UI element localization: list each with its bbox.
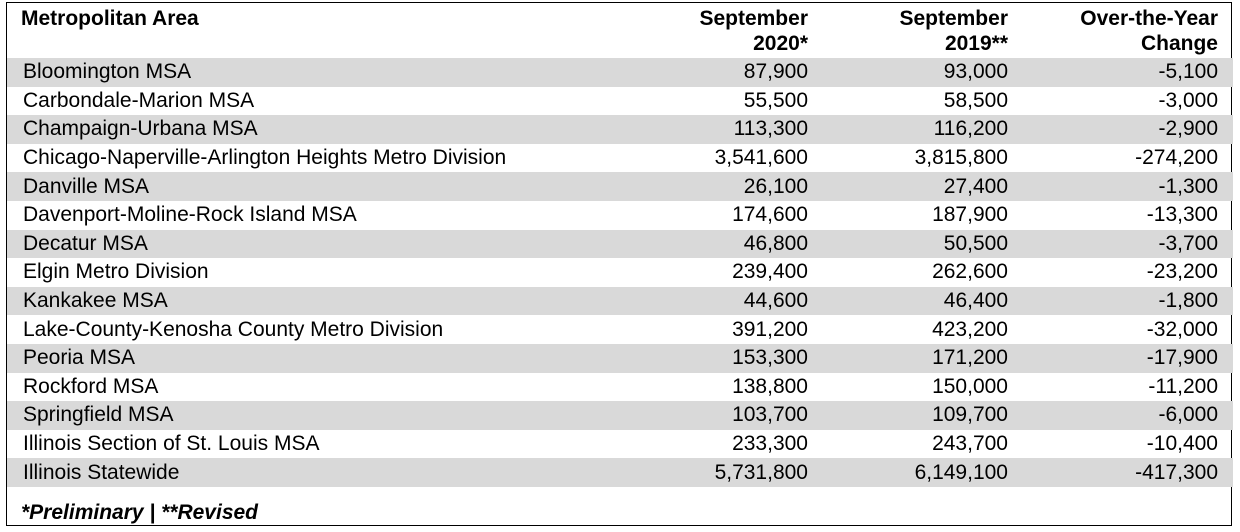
cell-change: -23,200 <box>1146 260 1218 284</box>
table-row: Illinois Statewide 5,731,800 6,149,100 -… <box>7 458 1233 487</box>
cell-area: Bloomington MSA <box>7 58 623 87</box>
cell-sep2020: 46,800 <box>623 229 823 259</box>
cell-sep2019: 58,500 <box>943 88 1008 112</box>
cell-sep2020: 239,400 <box>732 260 808 284</box>
cell-sep2019: 50,500 <box>823 229 1023 259</box>
cell-change: -1,800 <box>1023 286 1233 316</box>
header-sep2020-line1: September <box>699 7 808 30</box>
cell-sep2020: 174,600 <box>732 203 808 227</box>
header-sep2020-line2: 2020* <box>753 32 808 55</box>
cell-sep2019: 46,400 <box>823 286 1023 316</box>
header-row: Metropolitan Area September 2020* Septem… <box>7 3 1233 58</box>
header-september-2019: September 2019** <box>823 3 1023 58</box>
cell-area: Carbondale-Marion MSA <box>23 88 255 112</box>
cell-sep2019: 423,200 <box>932 317 1008 341</box>
cell-sep2019: 187,900 <box>932 203 1008 227</box>
table-row: Rockford MSA 138,800 150,000 -11,200 <box>7 373 1233 402</box>
cell-change: -17,900 <box>1023 343 1233 373</box>
cell-area: Elgin Metro Division <box>23 260 209 284</box>
table-row: Springfield MSA 103,700 109,700 -6,000 <box>7 401 1233 430</box>
cell-sep2020: 55,500 <box>743 88 808 112</box>
cell-sep2020: 391,200 <box>732 317 808 341</box>
table-row: Danville MSA 26,100 27,400 -1,300 <box>7 172 1233 201</box>
table-row: Kankakee MSA 44,600 46,400 -1,800 <box>7 286 1233 316</box>
cell-change: -32,000 <box>1146 317 1218 341</box>
cell-change: -274,200 <box>1135 146 1218 170</box>
cell-area: Rockford MSA <box>23 374 159 398</box>
table-row: Bloomington MSA 87,900 93,000 -5,100 <box>7 58 1233 87</box>
cell-sep2020: 233,300 <box>732 432 808 456</box>
footnote: *Preliminary | **Revised <box>21 501 258 524</box>
cell-change: -6,000 <box>1023 401 1233 430</box>
header-over-the-year-change: Over-the-Year Change <box>1023 3 1233 58</box>
table-row: Davenport-Moline-Rock Island MSA 174,600… <box>7 201 1233 230</box>
cell-area: Danville MSA <box>7 172 623 201</box>
table-row: Peoria MSA 153,300 171,200 -17,900 <box>7 343 1233 373</box>
data-table-frame: Metropolitan Area September 2020* Septem… <box>6 2 1233 526</box>
cell-area: Decatur MSA <box>7 229 623 259</box>
cell-sep2019: 27,400 <box>823 172 1023 201</box>
table-body: Bloomington MSA 87,900 93,000 -5,100 Car… <box>7 58 1233 487</box>
cell-sep2019: 109,700 <box>823 401 1023 430</box>
header-sep2019-line1: September <box>899 7 1008 30</box>
cell-sep2020: 138,800 <box>732 374 808 398</box>
cell-sep2020: 153,300 <box>623 343 823 373</box>
cell-sep2020: 3,541,600 <box>714 146 808 170</box>
cell-sep2020: 26,100 <box>623 172 823 201</box>
cell-change: -5,100 <box>1023 58 1233 87</box>
cell-sep2019: 243,700 <box>932 432 1008 456</box>
cell-change: -2,900 <box>1023 115 1233 144</box>
header-area-label: Metropolitan Area <box>21 7 199 30</box>
header-change-line2: Change <box>1140 32 1218 55</box>
cell-sep2019: 262,600 <box>932 260 1008 284</box>
employment-table: Metropolitan Area September 2020* Septem… <box>7 3 1233 487</box>
cell-area: Chicago-Naperville-Arlington Heights Met… <box>23 146 507 170</box>
cell-sep2019: 6,149,100 <box>823 458 1023 487</box>
cell-change: -3,700 <box>1023 229 1233 259</box>
cell-area: Champaign-Urbana MSA <box>7 115 623 144</box>
cell-area: Lake-County-Kenosha County Metro Divisio… <box>23 317 444 341</box>
cell-sep2019: 150,000 <box>932 374 1008 398</box>
table-row: Chicago-Naperville-Arlington Heights Met… <box>7 144 1233 173</box>
cell-sep2020: 103,700 <box>623 401 823 430</box>
cell-change: -417,300 <box>1023 458 1233 487</box>
cell-sep2019: 171,200 <box>823 343 1023 373</box>
cell-sep2019: 116,200 <box>823 115 1023 144</box>
cell-sep2019: 93,000 <box>823 58 1023 87</box>
table-row: Champaign-Urbana MSA 113,300 116,200 -2,… <box>7 115 1233 144</box>
table-row: Illinois Section of St. Louis MSA 233,30… <box>7 430 1233 459</box>
header-sep2019-line2: 2019** <box>944 32 1008 55</box>
cell-change: -13,300 <box>1146 203 1218 227</box>
cell-sep2020: 44,600 <box>623 286 823 316</box>
table-row: Elgin Metro Division 239,400 262,600 -23… <box>7 258 1233 287</box>
cell-area: Springfield MSA <box>7 401 623 430</box>
header-september-2020: September 2020* <box>623 3 823 58</box>
cell-change: -11,200 <box>1148 374 1218 398</box>
cell-sep2019: 3,815,800 <box>914 146 1008 170</box>
header-change-line1: Over-the-Year <box>1080 7 1218 30</box>
cell-change: -1,300 <box>1023 172 1233 201</box>
table-row: Decatur MSA 46,800 50,500 -3,700 <box>7 229 1233 259</box>
cell-change: -3,000 <box>1158 88 1218 112</box>
table-row: Carbondale-Marion MSA 55,500 58,500 -3,0… <box>7 87 1233 116</box>
cell-area: Davenport-Moline-Rock Island MSA <box>23 203 357 227</box>
cell-area: Peoria MSA <box>7 343 623 373</box>
cell-area: Kankakee MSA <box>7 286 623 316</box>
cell-sep2020: 87,900 <box>623 58 823 87</box>
cell-sep2020: 5,731,800 <box>623 458 823 487</box>
cell-area: Illinois Statewide <box>7 458 623 487</box>
cell-change: -10,400 <box>1146 432 1218 456</box>
cell-area: Illinois Section of St. Louis MSA <box>23 432 320 456</box>
cell-sep2020: 113,300 <box>623 115 823 144</box>
header-metropolitan-area: Metropolitan Area <box>7 3 623 58</box>
table-row: Lake-County-Kenosha County Metro Divisio… <box>7 315 1233 344</box>
